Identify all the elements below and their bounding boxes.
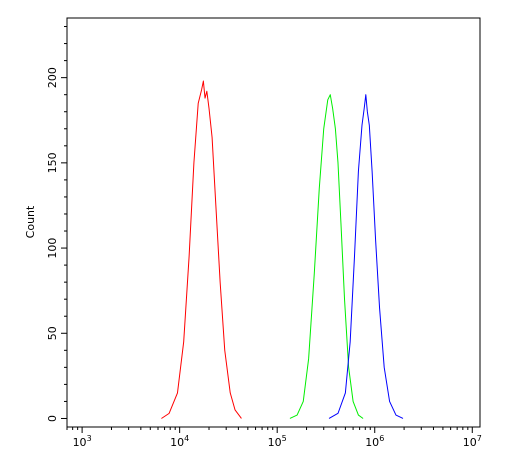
y-tick-label: 100 [46,238,59,259]
plot-frame [66,17,481,428]
histogram-series-line [328,94,404,419]
x-tick-label: 103 [73,434,92,449]
x-tick-label: 104 [170,434,189,449]
x-tick-label: 107 [463,434,482,449]
y-tick-label: 50 [46,326,59,340]
y-axis-ticks: 0 50 100 150 200 [46,26,67,422]
series-layer [161,80,404,419]
y-axis-title: Count [24,205,37,238]
y-tick-label: 200 [46,67,59,88]
y-tick-label: 0 [46,415,59,422]
histogram-series-line [289,94,364,419]
x-tick-label: 106 [365,434,384,449]
x-tick-label: 105 [268,434,287,449]
x-axis-ticks: 103 104 105 106 107 [66,427,482,449]
histogram-series-line [161,80,242,419]
y-tick-label: 150 [46,152,59,173]
